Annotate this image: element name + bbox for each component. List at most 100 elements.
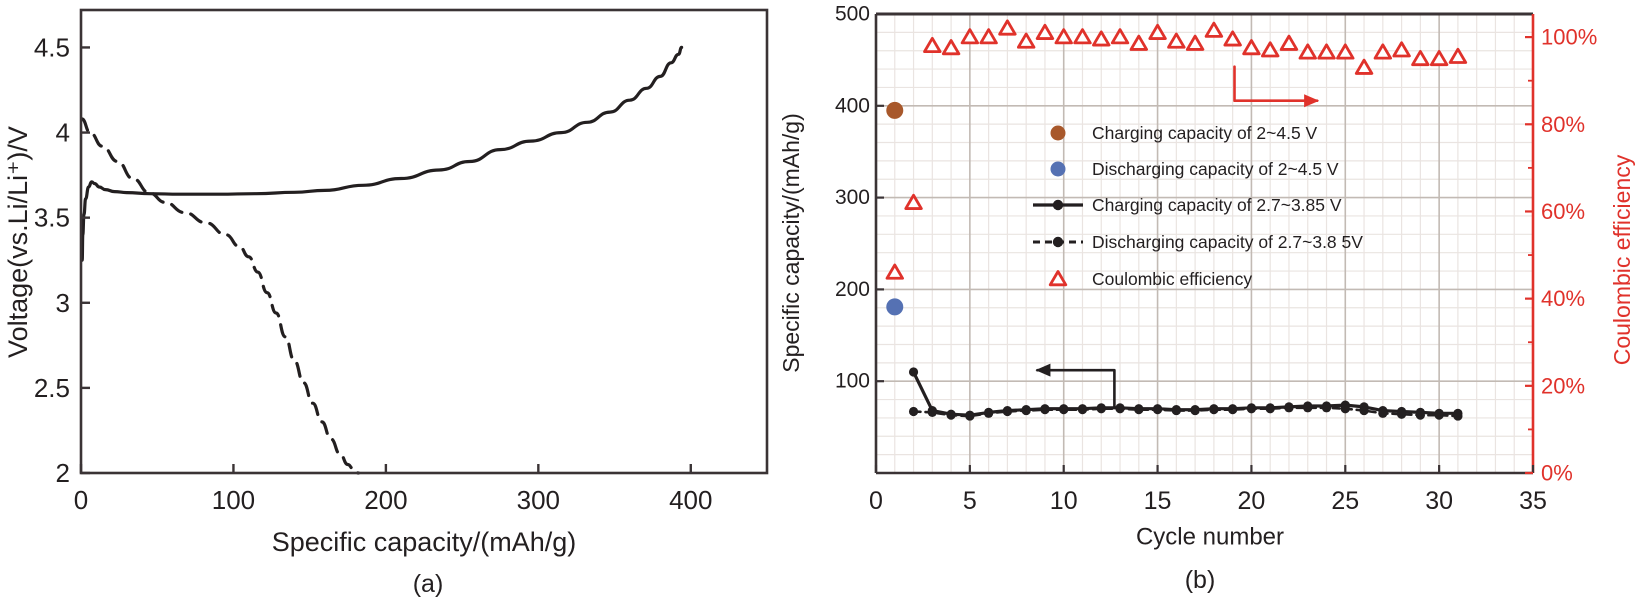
- legend-label: Charging capacity of 2.7~3.85 V: [1092, 195, 1342, 215]
- dot-marker-icon: [908, 367, 919, 377]
- panel-a-y-tick-label: 3.5: [34, 203, 70, 233]
- panel-b-x-tick-label: 30: [1425, 487, 1453, 515]
- panel-b-charging-capacity-2-4.5V: [886, 101, 904, 119]
- triangle-marker-icon: [1392, 41, 1411, 58]
- panel-b-right-y-axis-label: Coulombic efficiency: [1609, 154, 1635, 365]
- legend-label: Discharging capacity of 2~4.5 V: [1092, 159, 1339, 179]
- triangle-marker-icon: [1261, 41, 1280, 58]
- panel-b-axes: 100 200 300 400 500 0 5 10 15 20 25 30 350% 20% 40% 60%…: [835, 3, 1597, 516]
- legend-item-1: Charging capacity of 2~4.5 V: [1050, 123, 1318, 143]
- legend-label: Discharging capacity of 2.7~3.8 5V: [1092, 232, 1363, 252]
- panel-b-right-tick-label: 80%: [1541, 112, 1585, 137]
- panel-b-left-y-axis-label: Specific capacity/(mAh/g): [778, 113, 804, 372]
- legend-item-2: Discharging capacity of 2~4.5 V: [1050, 159, 1339, 179]
- triangle-marker-icon: [1204, 21, 1224, 38]
- panel-a-x-tick-label: 400: [669, 485, 712, 515]
- triangle-marker-icon: [998, 19, 1017, 36]
- panel-a-plot: [79, 8, 769, 475]
- dot-marker-icon: [1284, 403, 1294, 413]
- arrowhead-icon: [1304, 94, 1320, 108]
- panel-b-left-tick-label: 100: [835, 370, 870, 393]
- panel-b-left-tick-label: 200: [835, 278, 870, 301]
- triangle-marker-icon: [1223, 30, 1242, 47]
- triangle-marker-icon: [1148, 23, 1167, 40]
- arrowhead-icon: [1035, 363, 1051, 377]
- dot-marker-icon: [1021, 405, 1031, 416]
- panel-b-left-tick-label: 400: [835, 94, 870, 117]
- panel-b-left-tick-label: 300: [835, 186, 870, 209]
- triangle-marker-icon: [885, 263, 904, 280]
- panel-a-y-axis-label: Voltage(vs.Li/Li⁺)/V: [3, 126, 33, 358]
- panel-b-right-tick-label: 20%: [1541, 373, 1585, 398]
- legend-dot-icon: [1052, 199, 1064, 211]
- circle-marker-icon: [886, 298, 904, 316]
- dot-marker-icon: [1434, 410, 1444, 420]
- dot-marker-icon: [1059, 405, 1069, 415]
- triangle-marker-icon: [941, 39, 961, 56]
- panel-b-series: [885, 19, 1468, 421]
- panel-b-legend: Charging capacity of 2~4.5 V Discharging …: [1033, 123, 1363, 289]
- panel-a-y-tick-label: 3: [56, 288, 70, 318]
- panel-b-discharging-capacity-2.7-3.85V: [908, 403, 1463, 421]
- dot-marker-icon: [1040, 405, 1050, 415]
- legend-item-3: Charging capacity of 2.7~3.85 V: [1033, 195, 1342, 215]
- panel-a-y-tick-label: 4.5: [34, 32, 70, 62]
- panel-a-x-tick-label: 300: [517, 485, 560, 515]
- triangle-marker-icon: [960, 28, 980, 45]
- triangle-marker-icon: [1073, 28, 1092, 45]
- legend-label: Charging capacity of 2~4.5 V: [1092, 123, 1318, 143]
- dot-marker-icon: [984, 408, 994, 418]
- dot-marker-icon: [1303, 403, 1313, 413]
- triangle-marker-icon: [1048, 270, 1068, 287]
- panel-b-x-tick-label: 20: [1238, 487, 1266, 515]
- panel-a-plot-box: [79, 8, 769, 475]
- dot-marker-icon: [946, 410, 956, 420]
- legend-label: Coulombic efficiency: [1092, 269, 1252, 289]
- triangle-marker-icon: [1092, 30, 1111, 47]
- panel-b-right-tick-label: 40%: [1541, 286, 1585, 311]
- panel-b-cycling-performance-chart: 100 200 300 400 500 0 5 10 15 20 25 30 350% 20% 40% 60%…: [778, 3, 1635, 595]
- panel-b-x-tick-label: 35: [1519, 487, 1547, 515]
- dot-marker-icon: [1397, 409, 1407, 419]
- panel-a-x-tick-label: 0: [74, 485, 88, 515]
- panel-b-right-tick-label: 60%: [1541, 199, 1585, 224]
- panel-b-grid: [876, 14, 1533, 473]
- panel-b-x-tick-label: 0: [869, 487, 883, 515]
- triangle-marker-icon: [979, 28, 998, 45]
- left-axis-pointer-arrow: [1035, 363, 1116, 409]
- triangle-marker-icon: [1110, 28, 1130, 45]
- dot-marker-icon: [1340, 404, 1350, 414]
- triangle-marker-icon: [904, 193, 923, 210]
- dot-marker-icon: [927, 407, 937, 418]
- panel-b-coulombic-efficiency: [885, 19, 1468, 280]
- dot-marker-icon: [1152, 405, 1163, 415]
- panel-a-y-tick-label: 2: [56, 458, 70, 488]
- panel-a-axes: 2 2.5 3 3.5 4 4.5 0 100 200 300 400: [34, 32, 713, 515]
- legend-item-4: Discharging capacity of 2.7~3.8 5V: [1033, 232, 1363, 252]
- dot-marker-icon: [965, 411, 975, 421]
- dot-marker-icon: [908, 406, 919, 417]
- panel-b-discharging-capacity-2-4.5V: [886, 298, 904, 316]
- dot-marker-icon: [1190, 405, 1200, 416]
- dot-marker-icon: [1134, 405, 1144, 415]
- dot-marker-icon: [1453, 411, 1463, 421]
- dot-marker-icon: [1209, 405, 1219, 415]
- triangle-marker-icon: [1279, 34, 1299, 51]
- panel-a-x-tick-label: 200: [364, 485, 407, 515]
- panel-b-right-tick-label: 100%: [1541, 25, 1597, 50]
- triangle-marker-icon: [1129, 34, 1148, 51]
- panel-b-x-tick-label: 15: [1144, 487, 1172, 515]
- legend-circle-marker-icon: [1050, 125, 1066, 141]
- panel-b-x-tick-label: 10: [1050, 487, 1078, 515]
- triangle-marker-icon: [1448, 47, 1468, 64]
- triangle-marker-icon: [1242, 39, 1261, 56]
- triangle-marker-icon: [1185, 34, 1205, 51]
- dot-marker-icon: [1378, 408, 1388, 418]
- panel-b-x-tick-label: 5: [963, 487, 977, 515]
- panel-a-voltage-capacity-chart: 2 2.5 3 3.5 4 4.5 0 100 200 300 400 Specific capaci…: [3, 8, 769, 598]
- panel-b-x-axis-label: Cycle number: [1136, 524, 1284, 551]
- panel-a-x-tick-label: 100: [212, 485, 255, 515]
- right-axis-pointer-arrow: [1233, 65, 1320, 108]
- triangle-marker-icon: [1167, 32, 1186, 49]
- triangle-marker-icon: [1429, 49, 1449, 67]
